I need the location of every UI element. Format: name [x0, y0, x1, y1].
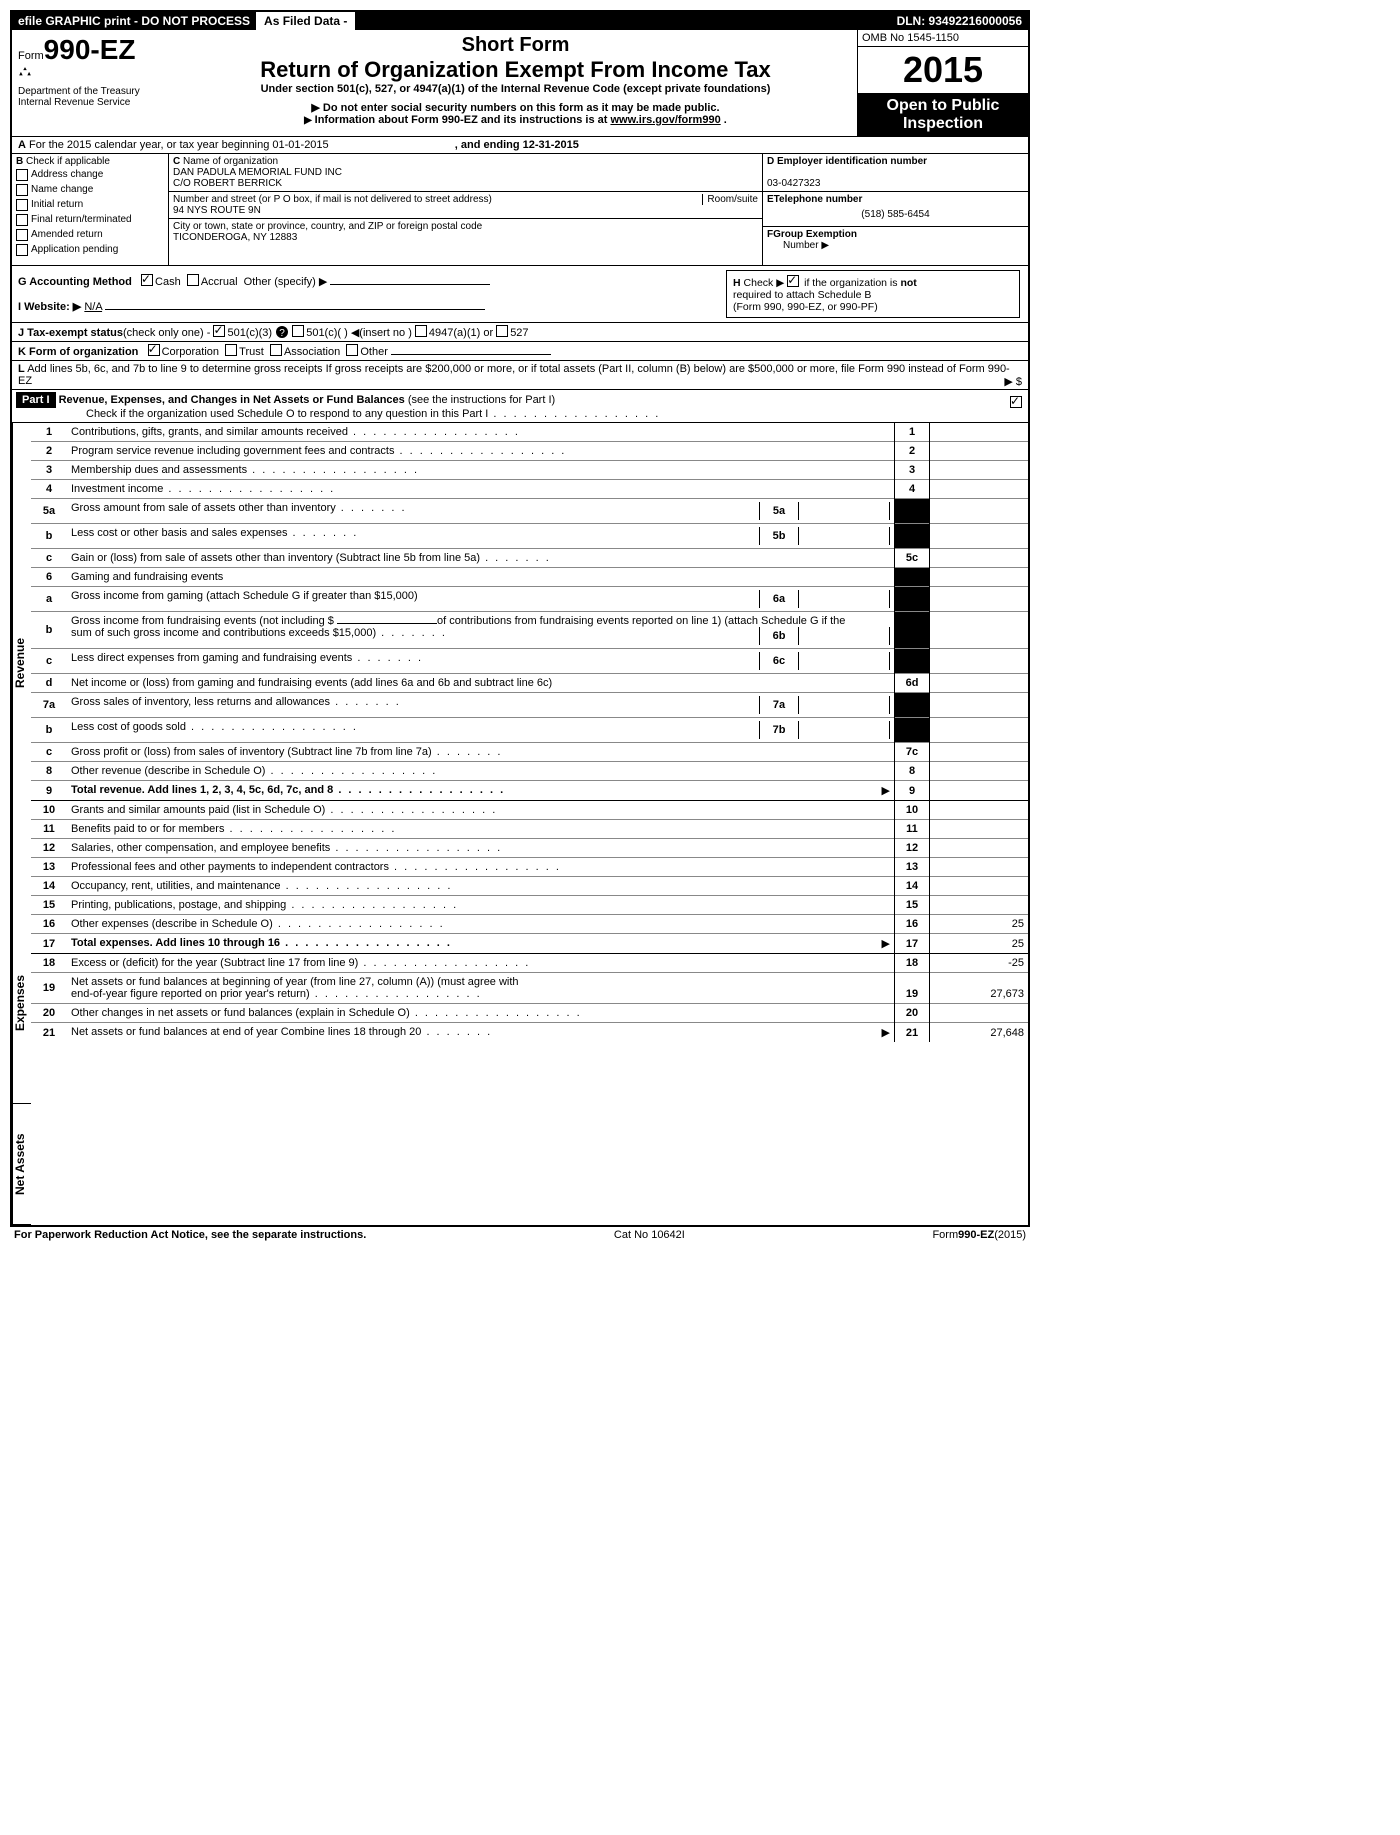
help-icon: ? — [275, 325, 289, 339]
short-form-title: Short Form — [180, 34, 851, 57]
line-19: 19Net assets or fund balances at beginni… — [31, 973, 1028, 1004]
section-def: D Employer identification number 03-0427… — [762, 154, 1028, 265]
line-6a: aGross income from gaming (attach Schedu… — [31, 587, 1028, 612]
line-7b: bLess cost of goods sold7b — [31, 718, 1028, 743]
section-c: C Name of organization DAN PADULA MEMORI… — [169, 154, 762, 265]
form-header: Form990-EZ Department of the Treasury In… — [12, 30, 1028, 137]
checkbox-h[interactable] — [787, 275, 799, 287]
section-h: H Check ▶ if the organization is not req… — [726, 270, 1020, 318]
line-14: 14Occupancy, rent, utilities, and mainte… — [31, 877, 1028, 896]
org-street: 94 NYS ROUTE 9N — [173, 205, 261, 216]
line-13: 13Professional fees and other payments t… — [31, 858, 1028, 877]
checkbox-address-change[interactable] — [16, 169, 28, 181]
row-a-tax-year: A For the 2015 calendar year, or tax yea… — [12, 137, 1028, 154]
side-expenses: Expenses — [12, 903, 31, 1104]
checkbox-527[interactable] — [496, 325, 508, 337]
checkbox-trust[interactable] — [225, 344, 237, 356]
side-netassets: Net Assets — [12, 1104, 31, 1225]
checkbox-4947[interactable] — [415, 325, 427, 337]
lines-table: 1Contributions, gifts, grants, and simil… — [31, 423, 1028, 1042]
dln: DLN: 93492216000056 — [891, 12, 1028, 30]
line-16: 16Other expenses (describe in Schedule O… — [31, 915, 1028, 934]
line-21: 21Net assets or fund balances at end of … — [31, 1023, 1028, 1043]
checkbox-501c[interactable] — [292, 325, 304, 337]
part1-header: Part I Revenue, Expenses, and Changes in… — [12, 390, 1028, 423]
checkbox-501c3[interactable] — [213, 325, 225, 337]
checkbox-accrual[interactable] — [187, 274, 199, 286]
line-8: 8Other revenue (describe in Schedule O)8 — [31, 762, 1028, 781]
line-12: 12Salaries, other compensation, and empl… — [31, 839, 1028, 858]
subtitle: Under section 501(c), 527, or 4947(a)(1)… — [180, 83, 851, 95]
org-name-1: DAN PADULA MEMORIAL FUND INC — [173, 167, 342, 178]
efile-label: efile GRAPHIC print - DO NOT PROCESS — [12, 12, 258, 30]
warning-ssn: Do not enter social security numbers on … — [180, 101, 851, 114]
checkbox-other[interactable] — [346, 344, 358, 356]
recycle-icon — [18, 66, 32, 80]
omb-number: OMB No 1545-1150 — [858, 30, 1028, 47]
checkbox-assoc[interactable] — [270, 344, 282, 356]
lines-grid: Revenue Expenses Net Assets 1Contributio… — [12, 423, 1028, 1225]
ein: 03-0427323 — [767, 178, 820, 189]
line-6: 6Gaming and fundraising events — [31, 568, 1028, 587]
line-5a: 5aGross amount from sale of assets other… — [31, 499, 1028, 524]
checkbox-final-return[interactable] — [16, 214, 28, 226]
org-city: TICONDEROGA, NY 12883 — [173, 232, 297, 243]
line-9: 9Total revenue. Add lines 1, 2, 3, 4, 5c… — [31, 781, 1028, 801]
dept-irs: Internal Revenue Service — [18, 97, 168, 108]
line-17: 17Total expenses. Add lines 10 through 1… — [31, 934, 1028, 954]
asfiled-label: As Filed Data - — [258, 12, 355, 30]
dept-treasury: Department of the Treasury — [18, 80, 168, 97]
tax-year: 2015 — [858, 47, 1028, 93]
line-2: 2Program service revenue including gover… — [31, 442, 1028, 461]
line-10: 10Grants and similar amounts paid (list … — [31, 801, 1028, 820]
line-7c: cGross profit or (loss) from sales of in… — [31, 743, 1028, 762]
form-number: Form990-EZ — [18, 34, 168, 66]
line-6c: cLess direct expenses from gaming and fu… — [31, 649, 1028, 674]
line-6b: b Gross income from fundraising events (… — [31, 612, 1028, 649]
line-1: 1Contributions, gifts, grants, and simil… — [31, 423, 1028, 442]
checkbox-part1-scho[interactable] — [1010, 396, 1022, 408]
page-footer: For Paperwork Reduction Act Notice, see … — [10, 1227, 1030, 1241]
main-title: Return of Organization Exempt From Incom… — [180, 57, 851, 83]
org-name-2: C/O ROBERT BERRICK — [173, 178, 282, 189]
section-l: L Add lines 5b, 6c, and 7b to line 9 to … — [12, 361, 1028, 390]
line-7a: 7aGross sales of inventory, less returns… — [31, 693, 1028, 718]
line-15: 15Printing, publications, postage, and s… — [31, 896, 1028, 915]
irs-link[interactable]: www.irs.gov/form990 — [610, 114, 720, 126]
warning-info: ▶ Information about Form 990-EZ and its … — [180, 114, 851, 126]
website: N/A — [84, 301, 102, 313]
topbar: efile GRAPHIC print - DO NOT PROCESS As … — [12, 12, 1028, 30]
phone: (518) 585-6454 — [861, 209, 929, 220]
checkbox-cash[interactable] — [141, 274, 153, 286]
side-revenue: Revenue — [12, 423, 31, 903]
line-3: 3Membership dues and assessments3 — [31, 461, 1028, 480]
section-k: K Form of organization Corporation Trust… — [12, 342, 1028, 361]
line-4: 4Investment income4 — [31, 480, 1028, 499]
line-18: 18Excess or (deficit) for the year (Subt… — [31, 954, 1028, 973]
org-info-block: B Check if applicable Address change Nam… — [12, 154, 1028, 266]
checkbox-corp[interactable] — [148, 344, 160, 356]
checkbox-pending[interactable] — [16, 244, 28, 256]
checkbox-initial-return[interactable] — [16, 199, 28, 211]
line-5c: cGain or (loss) from sale of assets othe… — [31, 549, 1028, 568]
line-11: 11Benefits paid to or for members11 — [31, 820, 1028, 839]
open-public-box: Open to Public Inspection — [858, 93, 1028, 136]
section-b: B Check if applicable Address change Nam… — [12, 154, 169, 265]
checkbox-amended[interactable] — [16, 229, 28, 241]
line-5b: bLess cost or other basis and sales expe… — [31, 524, 1028, 549]
checkbox-name-change[interactable] — [16, 184, 28, 196]
line-20: 20Other changes in net assets or fund ba… — [31, 1004, 1028, 1023]
line-6d: dNet income or (loss) from gaming and fu… — [31, 674, 1028, 693]
section-j: J Tax-exempt status(check only one) - 50… — [12, 323, 1028, 342]
svg-text:?: ? — [279, 328, 285, 339]
